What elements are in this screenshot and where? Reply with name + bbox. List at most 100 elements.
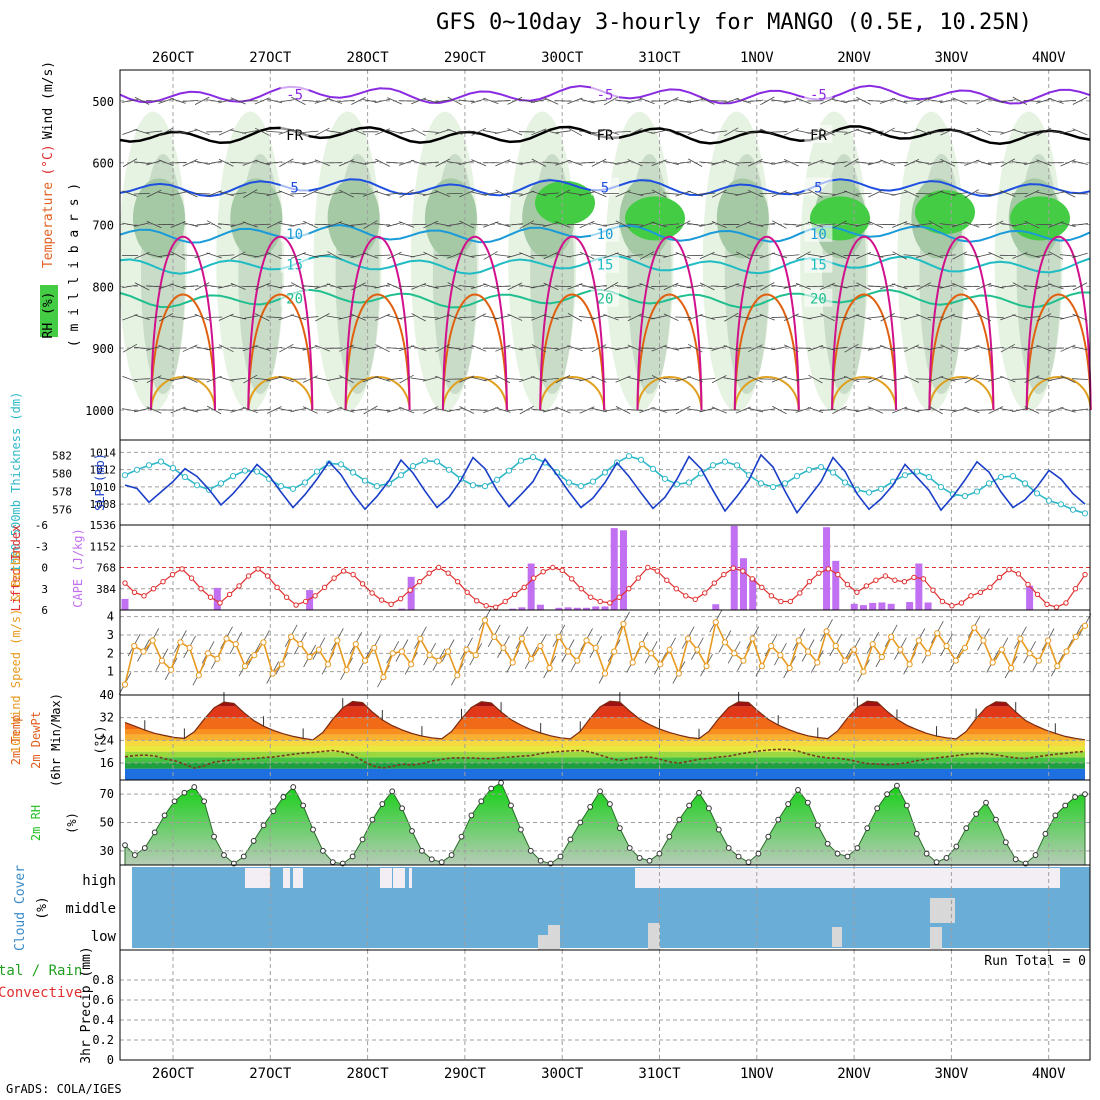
wind-barb: [879, 344, 896, 352]
cape-tick-label: 1152: [90, 540, 117, 553]
wind-speed-line-marker: [648, 650, 655, 657]
rh-marker: [983, 799, 989, 806]
wind-barb: [1072, 128, 1088, 136]
wind-barb: [663, 345, 679, 351]
wind-speed-line-marker: [352, 641, 359, 648]
isotherm-label-bg: [280, 288, 309, 307]
wind-barb: [831, 190, 848, 197]
cape-bar: [527, 563, 535, 610]
wind-speed-line-marker: [444, 648, 452, 655]
rh-blob-dark: [230, 178, 283, 259]
date-label-bottom: 31OCT: [638, 1066, 681, 1082]
isotherm-label-bg: [804, 254, 833, 273]
cape-tick-label: 384: [96, 583, 116, 596]
temp-band: [125, 717, 1085, 729]
wind-barb: [903, 314, 920, 320]
lifted-index-marker: [673, 586, 679, 592]
wind-barb: [723, 345, 739, 352]
lifted-index-marker: [645, 564, 651, 571]
lifted-index-marker: [863, 583, 870, 589]
wind-barb: [423, 220, 439, 229]
rh-marker: [329, 859, 336, 866]
wind-barb: [506, 223, 523, 226]
wind-barb: [230, 221, 246, 228]
wind-barb: [314, 344, 330, 352]
isotherm-label-10: 10: [597, 227, 614, 243]
cape-bar: [924, 602, 932, 610]
wind-barb: [615, 131, 632, 133]
wind-barb: [627, 409, 644, 411]
wind-barb: [458, 316, 475, 319]
rh-marker: [131, 852, 138, 858]
wind-barb: [387, 282, 403, 290]
cape-bar: [407, 576, 415, 610]
wind-barb: [543, 222, 559, 228]
cape-bar: [398, 608, 406, 610]
thickness-axis-label: 1000-500mb Thickness (dm): [9, 392, 23, 573]
wind-barb: [579, 283, 595, 289]
wind-barb: [495, 189, 511, 198]
wind-barb: [856, 96, 871, 105]
wind-barb: [410, 159, 427, 166]
rh-marker: [706, 805, 712, 812]
wind-barb: [338, 129, 355, 135]
isotherm-25: [733, 376, 800, 411]
wind-barb: [1024, 375, 1040, 383]
wind-speed-line-marker: [657, 661, 664, 668]
wind-speed-line-marker: [841, 657, 849, 664]
wind-barb: [964, 221, 980, 228]
wind-barb: [639, 283, 655, 290]
wind-barb: [879, 283, 896, 290]
wind-barb: [939, 376, 956, 382]
wind-barb: [543, 97, 559, 105]
wind-barb: [578, 161, 595, 164]
wind-barb: [687, 190, 703, 197]
date-label-bottom: 27OCT: [249, 1066, 292, 1082]
wind-barb: [494, 315, 511, 320]
wind-barb: [554, 285, 571, 288]
wind-speed-line-marker: [1008, 664, 1015, 672]
wind-barb: [230, 407, 246, 413]
lifted-index-marker: [1072, 586, 1079, 592]
rh-marker: [221, 852, 227, 858]
wind-barb: [1048, 283, 1064, 290]
wind-barb: [627, 313, 643, 322]
wind-barb: [362, 99, 379, 103]
wind-barb: [350, 378, 367, 380]
wind-speed-line-marker: [454, 672, 461, 679]
rh-marker: [161, 812, 168, 819]
cloud-low-block: [930, 898, 955, 923]
cape-bar: [878, 602, 886, 610]
isotherm-25: [539, 376, 606, 411]
rh-marker: [884, 791, 890, 798]
thickness-line-marker: [217, 480, 225, 487]
wind-barb: [651, 374, 667, 384]
isotherm-label-20: 20: [286, 292, 303, 308]
wind-barb: [302, 316, 319, 319]
wind-barb: [1024, 345, 1040, 351]
wind-barb: [627, 98, 643, 104]
wind-barb: [338, 407, 355, 413]
wind-barb: [844, 158, 859, 168]
rh-marker: [696, 789, 702, 796]
wind-barb: [964, 374, 979, 384]
wind-barb: [302, 220, 318, 229]
rh-marker: [359, 836, 366, 843]
thickness-line-marker: [313, 468, 321, 475]
rh-marker: [488, 785, 495, 792]
temp-tick-label: 24: [100, 733, 114, 747]
wind-barb: [339, 189, 354, 198]
wind-barb: [194, 128, 210, 136]
wind-barb: [963, 315, 980, 320]
wind-barb: [795, 192, 812, 196]
wind-barb: [1059, 254, 1076, 257]
wind-speed-line-marker: [463, 646, 470, 653]
wind-barb: [916, 313, 932, 321]
wind-barb: [350, 192, 367, 195]
wind-speed-line-marker: [389, 650, 396, 657]
rh-tick-label: 50: [100, 816, 114, 830]
wind-barb: [242, 406, 258, 414]
wind-barb: [735, 283, 752, 290]
wind-barb: [1036, 313, 1052, 322]
